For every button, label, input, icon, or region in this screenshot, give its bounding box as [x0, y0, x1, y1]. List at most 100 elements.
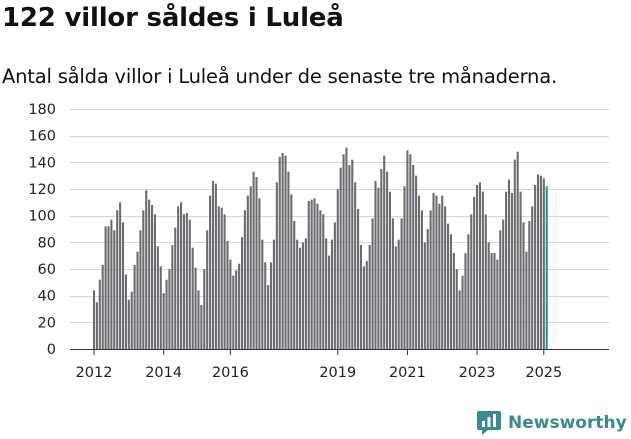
x-tick-label: 2023	[459, 365, 496, 381]
bar	[438, 203, 441, 349]
bar	[261, 239, 264, 349]
bar	[127, 299, 130, 349]
bar	[406, 150, 409, 349]
bar	[383, 155, 386, 349]
bar	[470, 214, 473, 349]
bar	[484, 214, 487, 349]
x-tick-label: 2016	[212, 365, 249, 381]
x-tick-label: 2012	[76, 365, 113, 381]
bar	[174, 227, 177, 349]
bar	[226, 241, 229, 349]
y-tick-label: 80	[38, 235, 56, 251]
bar	[180, 202, 183, 349]
bar	[301, 242, 304, 349]
bar	[444, 206, 447, 349]
bar	[522, 222, 525, 349]
bar	[464, 253, 467, 349]
bar	[426, 229, 429, 349]
bar	[452, 253, 455, 349]
data-label-latest: 122	[568, 0, 596, 4]
bar	[217, 206, 220, 349]
bar	[293, 221, 296, 349]
y-axis-ticks: 0 20 40 60 80 100 120 140 160 180	[28, 102, 56, 358]
x-tick-label: 2014	[145, 365, 182, 381]
bar	[417, 195, 421, 349]
bar	[339, 167, 342, 349]
bar	[220, 207, 223, 349]
bar	[542, 178, 545, 349]
bar	[507, 179, 511, 349]
bar	[397, 239, 400, 349]
y-tick-label: 180	[28, 102, 56, 118]
bar	[246, 195, 249, 349]
bar	[197, 290, 200, 349]
bar	[394, 246, 397, 349]
bar	[101, 265, 104, 349]
bar	[423, 242, 426, 349]
y-tick-label: 0	[47, 342, 56, 358]
bar	[539, 175, 542, 349]
y-tick-label: 160	[28, 129, 56, 145]
bar	[313, 198, 316, 349]
bar	[519, 191, 522, 349]
brand-name: Newsworthy	[508, 413, 627, 433]
bar	[380, 169, 383, 349]
bar	[374, 181, 377, 349]
bar	[232, 275, 235, 349]
x-tick-label: 2021	[389, 365, 426, 381]
bar	[502, 219, 505, 349]
bar	[490, 253, 493, 349]
bar	[206, 230, 209, 349]
bar	[284, 155, 287, 349]
bar	[165, 279, 168, 349]
bar	[516, 151, 519, 349]
bar	[238, 263, 241, 349]
bar	[214, 183, 217, 349]
bar	[458, 290, 461, 349]
bar	[513, 159, 516, 349]
bar	[269, 262, 273, 349]
brand-logo: Newsworthy	[476, 408, 627, 438]
y-grid	[70, 109, 609, 323]
bar	[182, 214, 186, 349]
bar	[420, 210, 423, 349]
y-tick-label: 20	[38, 315, 56, 331]
bar	[255, 177, 258, 349]
bar	[499, 230, 502, 349]
bars	[92, 147, 548, 349]
bar	[333, 222, 336, 349]
bar	[194, 267, 197, 349]
bar	[446, 223, 450, 349]
bar	[325, 238, 328, 349]
bar	[432, 193, 435, 349]
bar	[191, 247, 194, 349]
bar	[505, 191, 508, 349]
y-tick-label: 40	[38, 289, 56, 305]
bar	[272, 239, 275, 349]
bar	[493, 253, 496, 349]
x-tick-label: 2025	[525, 365, 562, 381]
bar	[139, 230, 142, 349]
bar	[168, 269, 171, 349]
newsworthy-logo-icon	[477, 411, 501, 435]
bar	[359, 245, 363, 349]
bar	[267, 285, 270, 349]
bar	[403, 186, 406, 349]
bar	[159, 266, 162, 349]
bar	[281, 153, 284, 349]
bar	[188, 219, 191, 349]
bar	[150, 205, 154, 349]
bar	[322, 214, 325, 349]
x-tick-label: 2019	[319, 365, 356, 381]
bar	[211, 181, 215, 349]
bar	[142, 210, 145, 349]
bar-latest	[545, 186, 548, 349]
bar	[330, 239, 334, 349]
bar	[510, 193, 513, 349]
bar	[185, 213, 188, 349]
bar	[133, 265, 136, 349]
bar	[525, 251, 528, 349]
bar	[229, 259, 232, 349]
y-tick-label: 140	[28, 155, 56, 171]
